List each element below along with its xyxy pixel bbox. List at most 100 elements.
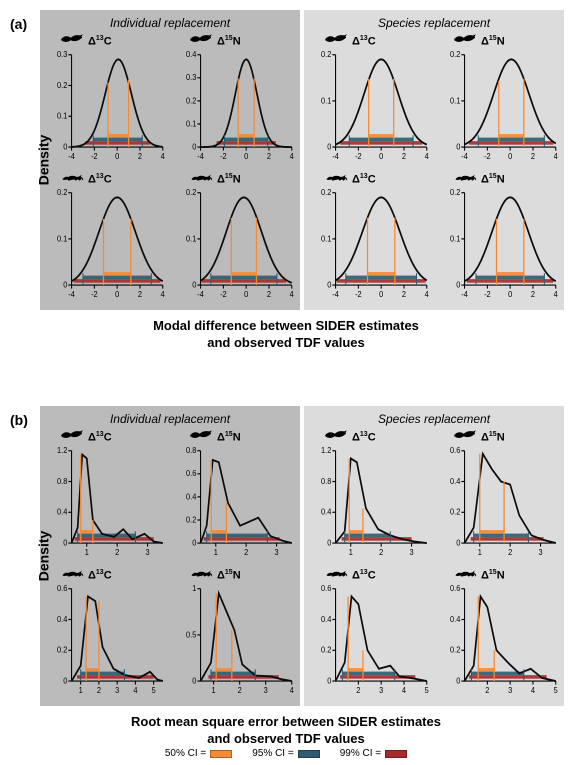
bird-icon [189, 428, 213, 446]
chart-header: Δ13C [44, 170, 167, 188]
density-plot: 00.511234 [173, 584, 296, 700]
svg-text:3: 3 [409, 548, 414, 557]
svg-text:0.1: 0.1 [450, 96, 460, 105]
mammal-icon [324, 170, 348, 188]
svg-text:1: 1 [478, 548, 482, 557]
svg-text:0: 0 [379, 152, 384, 161]
chart-cell: Δ13C00.10.2-4-2024 [308, 32, 431, 166]
isotope-label: Δ13C [88, 35, 112, 48]
mammal-icon [189, 566, 213, 584]
svg-text:0.2: 0.2 [186, 515, 196, 524]
svg-text:2: 2 [356, 686, 360, 695]
isotope-label: Δ15N [217, 431, 241, 444]
svg-text:0.2: 0.2 [450, 50, 460, 59]
mammal-icon [453, 566, 477, 584]
svg-text:0.6: 0.6 [321, 584, 332, 593]
svg-text:0.4: 0.4 [321, 615, 332, 624]
chart-grid: Δ13C00.40.81.2123Δ15N00.20.40.60.8123Δ13… [44, 428, 296, 700]
svg-text:0.4: 0.4 [186, 492, 197, 501]
density-plot: 00.10.2-4-2024 [437, 188, 560, 304]
svg-text:0: 0 [456, 142, 461, 151]
svg-text:0.3: 0.3 [57, 50, 68, 59]
isotope-label: Δ15N [481, 431, 505, 444]
legend-swatch [210, 750, 232, 758]
chart-cell: Δ13C00.10.2-4-2024 [44, 170, 167, 304]
chart-header: Δ15N [437, 32, 560, 50]
svg-text:0: 0 [327, 142, 332, 151]
svg-text:0: 0 [192, 142, 197, 151]
panel-a: (a)Individual replacementΔ13C00.10.20.3-… [40, 10, 564, 310]
svg-text:2: 2 [508, 548, 512, 557]
chart-header: Δ13C [44, 428, 167, 446]
legend-swatch [385, 750, 407, 758]
svg-text:2: 2 [244, 548, 248, 557]
bird-icon [324, 428, 348, 446]
svg-text:2: 2 [402, 152, 406, 161]
density-plot: 00.20.40.62345 [308, 584, 431, 700]
chart-grid: Δ13C00.40.81.2123Δ15N00.20.40.6123Δ13C00… [308, 428, 560, 700]
isotope-label: Δ15N [481, 35, 505, 48]
svg-text:-4: -4 [197, 152, 204, 161]
svg-text:0.4: 0.4 [57, 507, 68, 516]
svg-text:2: 2 [379, 548, 383, 557]
legend-swatch [298, 750, 320, 758]
svg-text:5: 5 [425, 686, 430, 695]
isotope-label: Δ15N [217, 173, 241, 186]
svg-text:0: 0 [327, 676, 332, 685]
svg-text:3: 3 [379, 686, 384, 695]
density-plot: 00.40.81.2123 [44, 446, 167, 562]
chart-header: Δ13C [44, 566, 167, 584]
svg-text:0: 0 [508, 152, 513, 161]
legend-item-ci50: 50% CI = [165, 748, 232, 759]
svg-text:0.6: 0.6 [450, 446, 461, 455]
panel-label-b: (b) [10, 412, 28, 428]
chart-header: Δ15N [437, 170, 560, 188]
svg-text:2: 2 [485, 686, 489, 695]
y-axis-label: Density [35, 135, 51, 186]
chart-header: Δ13C [308, 32, 431, 50]
svg-text:-2: -2 [91, 290, 98, 299]
svg-text:2: 2 [267, 152, 271, 161]
svg-text:0.8: 0.8 [186, 446, 197, 455]
mammal-icon [60, 566, 84, 584]
svg-text:-4: -4 [461, 152, 468, 161]
bird-icon [60, 428, 84, 446]
svg-text:0: 0 [63, 142, 68, 151]
isotope-label: Δ15N [481, 569, 505, 582]
svg-text:-2: -2 [484, 290, 491, 299]
isotope-label: Δ13C [88, 431, 112, 444]
svg-text:2: 2 [238, 686, 242, 695]
svg-text:4: 4 [425, 290, 430, 299]
density-plot: 00.20.40.60.8123 [173, 446, 296, 562]
svg-text:3: 3 [145, 548, 150, 557]
chart-cell: Δ15N00.10.2-4-2024 [437, 170, 560, 304]
svg-text:0: 0 [379, 290, 384, 299]
panel-b: (b)Individual replacementΔ13C00.40.81.21… [40, 406, 564, 706]
density-plot: 00.10.2-4-2024 [308, 50, 431, 166]
svg-text:0.4: 0.4 [57, 615, 68, 624]
svg-text:4: 4 [161, 152, 166, 161]
svg-text:3: 3 [264, 686, 269, 695]
legend-item-ci95: 95% CI = [252, 748, 319, 759]
svg-text:0: 0 [327, 280, 332, 289]
chart-grid: Δ13C00.10.2-4-2024Δ15N00.10.2-4-2024Δ13C… [308, 32, 560, 304]
svg-text:4: 4 [554, 152, 559, 161]
svg-text:0.2: 0.2 [57, 645, 67, 654]
svg-text:3: 3 [274, 548, 279, 557]
svg-text:5: 5 [152, 686, 157, 695]
svg-text:0.6: 0.6 [57, 584, 68, 593]
svg-text:0: 0 [244, 290, 249, 299]
svg-text:0.2: 0.2 [186, 96, 196, 105]
isotope-label: Δ13C [352, 431, 376, 444]
svg-text:0.1: 0.1 [321, 96, 331, 105]
density-plot: 00.10.2-4-2024 [173, 188, 296, 304]
chart-header: Δ15N [437, 428, 560, 446]
chart-header: Δ13C [308, 428, 431, 446]
panel-a-left: Individual replacementΔ13C00.10.20.3-4-2… [40, 10, 300, 310]
density-plot: 00.20.40.6123 [437, 446, 560, 562]
svg-text:0.5: 0.5 [186, 630, 197, 639]
mammal-icon [324, 566, 348, 584]
svg-text:0: 0 [327, 538, 332, 547]
bird-icon [189, 32, 213, 50]
svg-text:2: 2 [531, 290, 535, 299]
